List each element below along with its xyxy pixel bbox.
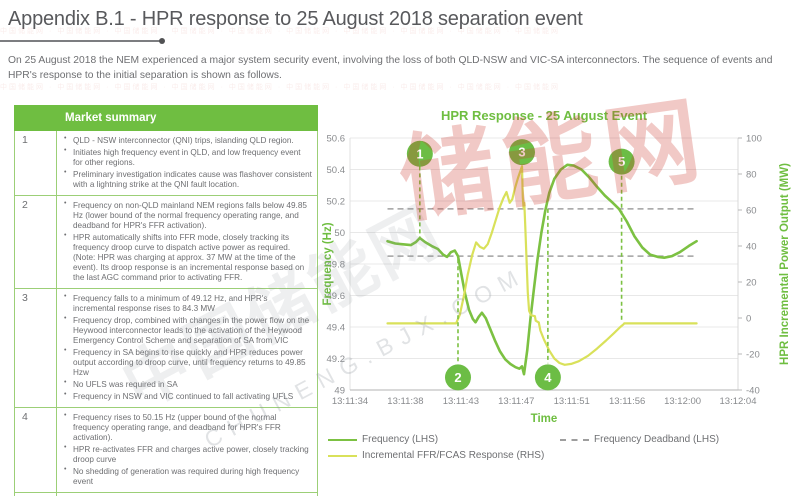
title-rule <box>0 38 165 44</box>
event-marker-number: 3 <box>518 145 525 160</box>
x-tick-label: 13:11:38 <box>387 396 423 407</box>
row-number: 3 <box>14 288 57 408</box>
page-title: Appendix B.1 - HPR response to 25 August… <box>8 8 583 30</box>
x-tick-label: 13:11:34 <box>332 396 368 407</box>
legend-item-deadband: Frequency Deadband (LHS) <box>560 434 719 445</box>
hpr-chart-svg: 1 2 3 4 5 50.6 50.4 50.2 50 49.8 49.6 49.4 49.2 49 100… <box>322 108 791 425</box>
bullet-item: HPR re-activates FFR and charges active … <box>60 444 312 465</box>
x-axis-title: Time <box>531 413 558 425</box>
event-marker-number: 2 <box>454 370 461 385</box>
bullet-item: No shedding of generation was required d… <box>60 466 312 487</box>
ffr-response-line <box>386 165 698 366</box>
intro-text: On 25 August 2018 the NEM experienced a … <box>8 55 773 81</box>
y-left-axis-title: Frequency (Hz) <box>322 222 334 305</box>
chart-title: HPR Response - 25 August Event <box>441 108 648 123</box>
legend-label: Frequency (LHS) <box>362 434 439 445</box>
bullet-item: No UFLS was required in SA <box>60 379 312 390</box>
table-row: 1QLD - NSW interconnector (QNI) trips, i… <box>14 130 318 196</box>
x-tick-label: 13:11:51 <box>554 396 590 407</box>
row-content: Frequency falls to a minimum of 49.12 Hz… <box>56 288 318 408</box>
y-right-tick-label: 80 <box>746 170 757 181</box>
y-left-tick-label: 50.2 <box>327 197 346 208</box>
y-left-tick-label: 50.4 <box>327 165 346 176</box>
x-tick-label: 13:11:56 <box>609 396 645 407</box>
y-right-tick-label: 0 <box>746 314 751 325</box>
event-marker-circle <box>509 139 536 166</box>
event-marker-circle <box>444 364 471 391</box>
row-content: Frequency returns to normal operating ra… <box>56 492 318 496</box>
y-left-tick-label: 49.8 <box>327 260 346 271</box>
row-content: Frequency rises to 50.15 Hz (upper bound… <box>56 407 318 493</box>
row-content: QLD - NSW interconnector (QNI) trips, is… <box>56 130 318 196</box>
y-right-tick-label: -40 <box>746 386 760 397</box>
bullet-item: Frequency drop, combined with changes in… <box>60 315 312 346</box>
ffr-line-swatch <box>328 454 357 457</box>
x-tick-label: 13:12:04 <box>720 396 757 407</box>
table-header-row: Market summary <box>14 105 318 131</box>
bullet-item: Preliminary investigation indicates caus… <box>60 169 312 190</box>
bullet-item: Frequency in SA begins to rise quickly a… <box>60 347 312 378</box>
y-left-tick-label: 49.2 <box>327 354 346 365</box>
y-left-tick-label: 50.6 <box>327 134 346 145</box>
bullet-item: Frequency rises to 50.15 Hz (upper bound… <box>60 412 312 443</box>
table-row: 5Frequency returns to normal operating r… <box>14 492 318 496</box>
row-number: 2 <box>14 195 57 289</box>
bullet-item: Initiates high frequency event in QLD, a… <box>60 147 312 168</box>
y-right-tick-label: 20 <box>746 278 757 289</box>
y-left-tick-label: 49 <box>334 386 345 397</box>
table-row: 4Frequency rises to 50.15 Hz (upper boun… <box>14 407 318 493</box>
bullet-item: Frequency on non-QLD mainland NEM region… <box>60 200 312 231</box>
y-right-tick-label: 100 <box>746 134 762 145</box>
table-row: 3Frequency falls to a minimum of 49.12 H… <box>14 288 318 408</box>
y-right-tick-label: 60 <box>746 206 757 217</box>
y-left-tick-label: 50 <box>334 228 345 239</box>
frequency-line <box>386 163 698 376</box>
event-marker-number: 1 <box>416 146 423 161</box>
row-content: Frequency on non-QLD mainland NEM region… <box>56 195 318 289</box>
table-header-spacer <box>14 105 57 131</box>
legend-label: Frequency Deadband (LHS) <box>594 434 720 445</box>
bullet-item: Frequency falls to a minimum of 49.12 Hz… <box>60 293 312 314</box>
legend-item-frequency: Frequency (LHS) <box>328 434 438 445</box>
y-right-tick-label: -20 <box>746 350 760 361</box>
bullet-item: HPR automatically shifts into FFR mode, … <box>60 232 312 283</box>
event-marker-circle <box>406 140 433 167</box>
frequency-line-swatch <box>328 438 357 441</box>
x-tick-label: 13:11:43 <box>443 396 479 407</box>
bullet-item: Frequency in NSW and VIC continued to fa… <box>60 391 312 402</box>
event-marker-circle <box>608 148 635 175</box>
row-number: 4 <box>14 407 57 493</box>
table-header: Market summary <box>56 105 318 131</box>
event-marker-number: 5 <box>618 154 625 169</box>
hpr-chart: 1 2 3 4 5 50.6 50.4 50.2 50 49.8 49.6 49.4 49.2 49 100… <box>320 100 800 496</box>
table-row: 2Frequency on non-QLD mainland NEM regio… <box>14 195 318 289</box>
legend-item-ffr: Incremental FFR/FCAS Response (RHS) <box>328 450 544 461</box>
title-rule-dot <box>159 38 165 44</box>
event-marker-number: 4 <box>544 370 552 385</box>
event-marker-circle <box>534 364 561 391</box>
y-left-tick-label: 49.6 <box>327 291 346 302</box>
x-tick-label: 13:12:00 <box>664 396 701 407</box>
deadband-line-swatch <box>560 438 589 441</box>
y-left-tick-label: 49.4 <box>327 323 346 334</box>
legend-label: Incremental FFR/FCAS Response (RHS) <box>362 450 545 461</box>
y-right-tick-label: 40 <box>746 242 757 253</box>
x-tick-label: 13:11:47 <box>498 396 534 407</box>
bullet-item: QLD - NSW interconnector (QNI) trips, is… <box>60 135 312 146</box>
row-number: 1 <box>14 130 57 196</box>
y-right-axis-title: HPR Incremental Power Output (MW) <box>779 163 791 365</box>
row-number: 5 <box>14 492 57 496</box>
market-summary-table: Market summary 1QLD - NSW interconnector… <box>14 105 318 496</box>
